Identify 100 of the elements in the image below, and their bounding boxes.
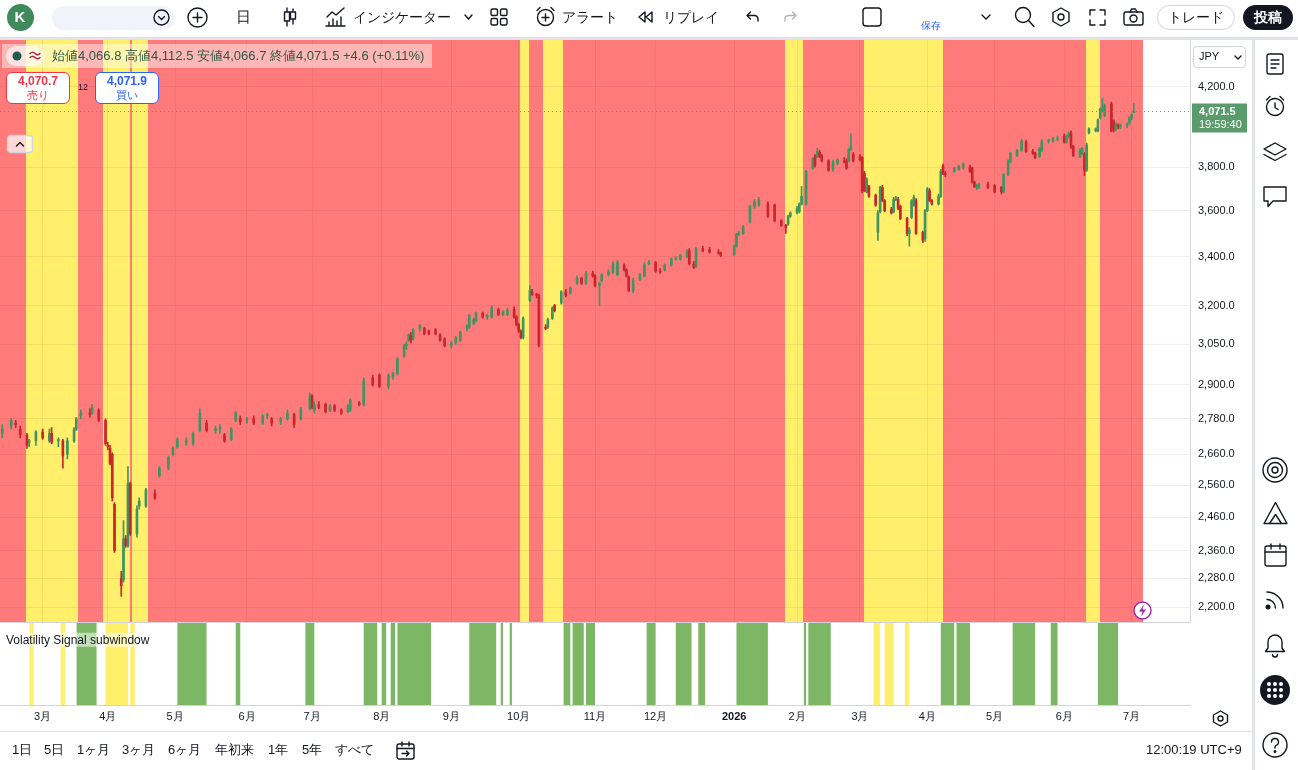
candlestick [818,150,821,158]
candlestick [324,402,327,414]
x-tick-label: 2026 [721,709,747,722]
annotation: 4,071.9 [106,73,148,89]
candlestick [643,262,646,278]
candlestick [780,219,783,227]
candlestick [158,466,161,478]
y-tick-label: 2,280.0 [1198,571,1235,584]
text: 19:59:40 [1199,117,1242,130]
candlestick [333,404,336,412]
x-tick-label: 9月 [442,709,460,722]
candlestick [598,281,601,306]
annotation: 買い [116,89,138,103]
candlestick [616,259,619,277]
candlestick [580,276,583,285]
text: 始値4,066.8 高値4,112.5 安値4,066.7 終値4,071.5 +4.6 (+0.11%) [52,48,425,64]
candlestick [286,409,289,421]
candlestick [423,326,426,336]
text: K [14,8,26,26]
candlestick [551,306,554,320]
candlestick [993,183,996,194]
candlestick [1020,138,1023,152]
candlestick [1128,116,1131,126]
candlestick [41,428,44,440]
candlestick [313,401,316,414]
text: 6ヶ月 [168,742,202,758]
candlestick [434,328,437,336]
text: 5日 [44,742,65,758]
candlestick [104,418,107,446]
y-axis-title: JPY [1199,50,1220,64]
candlestick [176,437,179,449]
candlestick [836,158,839,166]
x-tick-label: 4月 [99,709,117,722]
x-tick-label: 3月 [34,709,52,722]
candlestick [396,357,399,376]
text: 1日 [12,742,33,758]
y-tick-label: 3,400.0 [1198,249,1235,262]
x-tick-label: 6月 [238,709,256,722]
x-tick-label: 4月 [918,709,936,722]
candlestick [27,439,31,448]
y-tick-label: 2,900.0 [1198,377,1235,390]
text: 5年 [302,742,323,758]
text: 12:00:19 UTC+9 [1146,742,1242,758]
candlestick [270,417,274,427]
y-tick-label: 2,780.0 [1198,411,1235,424]
y-tick-label: 2,560.0 [1198,478,1235,491]
x-tick-label: 8月 [373,709,391,722]
y-tick-label: 3,600.0 [1198,203,1235,216]
annotation: 12 [77,81,89,93]
text: Volatility Signal subwindow [6,632,150,648]
candlestick [553,303,556,313]
candlestick [387,373,390,390]
candlestick [908,227,911,247]
candlestick [223,433,226,443]
annotation: 4,070.7 [17,73,59,89]
x-tick-label: 7月 [303,709,321,722]
candlestick [185,437,188,446]
candlestick [66,437,69,460]
candlestick [1110,101,1113,133]
text: 1年 [268,742,289,758]
ref-line-label: 4,071.5 [1199,104,1236,117]
candlestick [753,199,756,209]
candlestick [279,417,282,425]
text: 1ヶ月 [77,742,111,758]
text: 日 [236,8,251,26]
candlestick [678,254,682,261]
candlestick [57,437,60,448]
text: 年初来 [215,742,254,758]
candlestick [497,307,500,316]
candlestick [378,373,381,388]
x-tick-label: 10月 [507,709,531,722]
candlestick [708,246,711,254]
candlestick [928,188,931,203]
candlestick [205,419,208,433]
candlestick [910,199,913,219]
candlestick [654,261,657,273]
text: すべて [335,742,374,758]
y-tick-label: 2,200.0 [1198,600,1235,613]
annotation: 売り [27,89,49,103]
y-tick-label: 4,200.0 [1198,79,1235,92]
x-tick-label: 12月 [644,709,668,722]
candlestick [670,257,673,267]
y-tick-label: 3,200.0 [1198,298,1235,311]
y-tick-label: 3,800.0 [1198,160,1235,173]
x-tick-label: 5月 [166,709,184,722]
text: 3ヶ月 [122,742,156,758]
x-tick-label: 5月 [986,709,1004,722]
text: アラート [562,8,618,26]
candlestick [14,419,18,428]
text: インジケーター [353,8,451,26]
text: 保存 [921,20,941,32]
text: リプレイ [663,8,719,26]
candlestick [607,269,610,277]
candlestick [663,263,666,272]
y-tick-label: 2,460.0 [1198,510,1235,523]
candlestick [1130,113,1133,121]
candlestick [167,455,170,470]
candlestick [506,307,509,316]
x-tick-label: 6月 [1055,709,1073,722]
text: 投稿 [1254,8,1282,26]
